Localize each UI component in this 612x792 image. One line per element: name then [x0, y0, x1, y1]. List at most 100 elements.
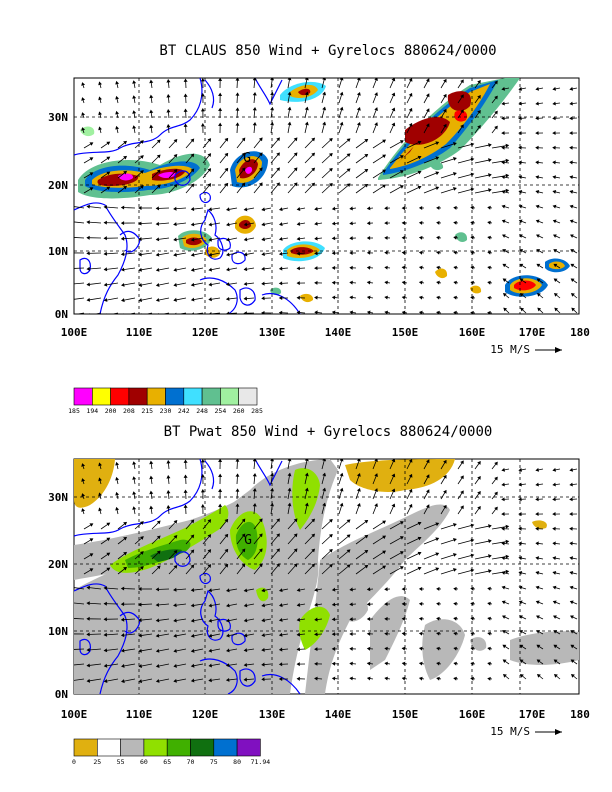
- wind-arrowhead: [287, 106, 292, 111]
- wind-arrowhead: [443, 459, 447, 464]
- wind-arrowhead: [86, 251, 90, 256]
- wind-arrowhead: [487, 280, 491, 285]
- wind-arrowhead: [520, 307, 525, 312]
- wind-arrowhead: [552, 571, 557, 575]
- wind-vector: [423, 141, 439, 149]
- wind-arrowhead: [208, 311, 212, 314]
- wind-arrowhead: [70, 205, 72, 208]
- wind-arrowhead: [322, 472, 327, 477]
- wind-arrowhead: [470, 646, 474, 651]
- wind-arrowhead: [331, 251, 336, 256]
- wind-arrowhead: [554, 293, 558, 297]
- x-tick: 160E: [459, 708, 486, 721]
- wind-arrowhead: [488, 569, 492, 574]
- wind-arrowhead: [418, 676, 423, 681]
- wind-vector: [491, 525, 509, 530]
- wind-arrowhead: [453, 586, 457, 591]
- wind-arrowhead: [226, 207, 230, 212]
- wind-arrowhead: [270, 91, 275, 96]
- wind-vector: [440, 157, 457, 164]
- y-tick: 20N: [48, 558, 68, 571]
- wind-arrowhead: [417, 521, 422, 526]
- wind-arrowhead: [138, 679, 143, 684]
- wind-arrowhead: [382, 169, 387, 174]
- wind-arrowhead: [487, 205, 491, 210]
- wind-arrowhead: [399, 140, 404, 144]
- wind-arrowhead: [505, 554, 510, 559]
- wind-arrowhead: [132, 506, 137, 510]
- wind-arrowhead: [322, 78, 327, 81]
- wind-arrowhead: [364, 183, 369, 188]
- colorbar-label: 185: [68, 407, 80, 415]
- wind-arrowhead: [435, 537, 440, 542]
- wind-arrowhead: [207, 138, 212, 142]
- wind-arrowhead: [470, 280, 474, 285]
- wind-arrowhead: [339, 459, 344, 462]
- colorbar-label: 230: [160, 407, 172, 415]
- wind-arrowhead: [436, 205, 440, 210]
- wind-arrowhead: [487, 310, 491, 314]
- wind-arrowhead: [106, 186, 111, 191]
- wind-arrowhead: [103, 298, 108, 302]
- wind-arrowhead: [190, 663, 195, 668]
- wind-arrowhead: [453, 250, 457, 255]
- colorbar-swatch: [73, 387, 93, 406]
- x-tick: 120E: [192, 326, 219, 339]
- wind-arrowhead: [296, 588, 301, 592]
- wind-arrowhead: [258, 518, 263, 523]
- wind-arrowhead: [314, 617, 318, 622]
- wind-arrowhead: [349, 250, 353, 256]
- wind-vector: [474, 525, 492, 530]
- wind-arrowhead: [183, 108, 188, 112]
- wind-arrowhead: [452, 523, 457, 527]
- wind-vectors-pwat: [74, 459, 578, 684]
- wind-arrowhead: [436, 220, 440, 225]
- wind-arrowhead: [261, 207, 266, 212]
- wind-arrowhead: [435, 552, 440, 557]
- wind-arrowhead: [241, 548, 246, 553]
- wind-arrowhead: [470, 568, 475, 573]
- wind-arrowhead: [552, 175, 557, 180]
- wind-arrowhead: [346, 183, 351, 187]
- gyre-marker-pwat: G: [244, 533, 252, 548]
- wind-arrowhead: [200, 488, 205, 493]
- wind-arrowhead: [494, 80, 498, 85]
- wind-arrowhead: [123, 185, 128, 190]
- wind-arrowhead: [470, 142, 475, 147]
- wind-arrowhead: [552, 86, 557, 91]
- wind-arrowhead: [296, 295, 300, 300]
- wind-arrowhead: [138, 205, 142, 211]
- colorbar-label: 60: [140, 758, 148, 766]
- wind-arrowhead: [311, 167, 316, 172]
- wind-arrowhead: [569, 145, 573, 150]
- wind-arrowhead: [86, 204, 90, 209]
- wind-arrowhead: [536, 630, 541, 634]
- wind-arrowhead: [470, 601, 474, 606]
- wind-arrowhead: [70, 314, 72, 317]
- wind-arrowhead: [339, 121, 344, 126]
- wind-arrowhead: [120, 602, 125, 607]
- wind-arrowhead: [139, 185, 144, 189]
- wind-arrowhead: [366, 280, 371, 285]
- wind-arrowhead: [132, 491, 137, 495]
- wind-arrowhead: [382, 139, 387, 144]
- wind-arrowhead: [391, 92, 396, 97]
- x-tick: 130E: [259, 708, 286, 721]
- wind-arrowhead: [399, 521, 404, 525]
- wind-arrowhead: [553, 644, 558, 649]
- wind-arrowhead: [518, 511, 522, 516]
- wind-arrowhead: [518, 556, 523, 561]
- wind-arrowhead: [569, 204, 574, 209]
- wind-arrowhead: [155, 648, 160, 653]
- colorbar-label: 208: [123, 407, 135, 415]
- wind-arrowhead: [553, 263, 558, 268]
- wind-arrowhead: [98, 81, 102, 86]
- wind-arrowhead: [276, 518, 280, 523]
- x-tick: 170E: [519, 708, 546, 721]
- wind-vector: [457, 524, 474, 530]
- wind-vector: [423, 156, 439, 164]
- colorbar-swatch: [183, 387, 203, 406]
- wind-arrowhead: [81, 478, 86, 482]
- wind-arrowhead: [502, 630, 507, 634]
- wind-arrowhead: [435, 141, 440, 146]
